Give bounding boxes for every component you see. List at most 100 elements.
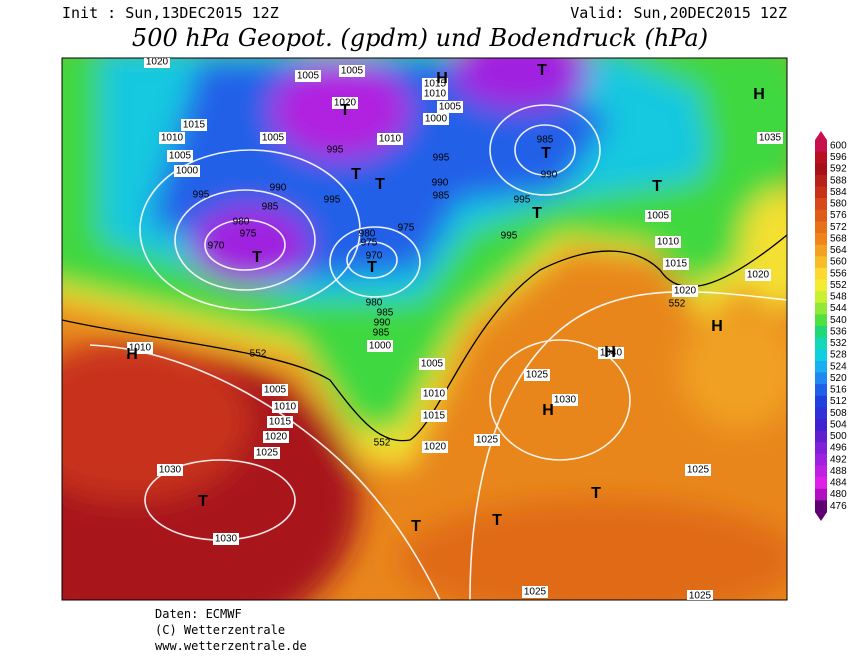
legend-label: 500: [830, 431, 847, 442]
isobar-label: 970: [208, 241, 225, 252]
legend-label: 536: [830, 326, 847, 337]
isobar-label: 1015: [269, 417, 292, 428]
label-box: [419, 358, 445, 370]
label-box: [421, 410, 447, 422]
label-box: [174, 165, 200, 177]
isobar-label: 1015: [665, 259, 688, 270]
isobar-label: 1020: [265, 432, 288, 443]
pressure-center: T: [537, 62, 547, 79]
isobar-label: 1020: [146, 57, 169, 68]
label-box: [745, 269, 771, 281]
isobar-label: 552: [669, 299, 686, 310]
isobar-label: 1000: [176, 166, 199, 177]
isobar-label: 1005: [169, 151, 192, 162]
label-box: [757, 132, 783, 144]
isobar-label: 1010: [423, 389, 446, 400]
legend-label: 592: [830, 164, 847, 175]
legend-swatch: [815, 209, 827, 222]
isobar-label: 1025: [476, 435, 499, 446]
isobar-label: 1010: [274, 402, 297, 413]
label-box: [262, 384, 288, 396]
label-box: [598, 347, 624, 359]
legend-swatch: [815, 488, 827, 501]
legend-swatch: [815, 477, 827, 490]
legend-swatch: [815, 395, 827, 408]
isobar-label: 1030: [554, 395, 577, 406]
label-box: [422, 78, 448, 90]
legend-label: 552: [830, 280, 847, 291]
isobar-label: 1035: [759, 133, 782, 144]
legend-swatch: [815, 500, 827, 513]
legend-label: 544: [830, 303, 847, 314]
legend-swatch: [815, 151, 827, 164]
isobar-label: 1010: [424, 89, 447, 100]
label-box: [474, 434, 500, 446]
isobar-label: 1025: [689, 591, 712, 602]
legend-swatch: [815, 291, 827, 304]
legend-swatch: [815, 244, 827, 257]
isobar-label: 1015: [423, 411, 446, 422]
isobar-label: 985: [377, 308, 394, 319]
legend-label: 568: [830, 233, 847, 244]
legend-label: 532: [830, 338, 847, 349]
pressure-center: T: [351, 166, 361, 183]
isobar-label: 552: [250, 349, 267, 360]
legend-label: 600: [830, 140, 847, 151]
pressure-center: T: [367, 259, 377, 276]
legend-label: 556: [830, 268, 847, 279]
legend-label: 520: [830, 373, 847, 384]
isobar-label: 985: [433, 191, 450, 202]
init-time: Init : Sun,13DEC2015 12Z: [62, 4, 279, 22]
label-box: [167, 150, 193, 162]
label-box: [254, 447, 280, 459]
label-box: [332, 97, 358, 109]
isobar-label: 1020: [424, 442, 447, 453]
label-box: [272, 401, 298, 413]
map-frame: [61, 57, 788, 601]
legend-swatch: [815, 337, 827, 350]
legend-swatch: [815, 174, 827, 187]
legend-swatch: [815, 453, 827, 466]
isobar-label: 975: [361, 238, 378, 249]
label-box: [159, 132, 185, 144]
legend-swatch: [815, 430, 827, 443]
isobar-label: 1025: [687, 465, 710, 476]
color-legend: 6005965925885845805765725685645605565525…: [815, 131, 847, 521]
label-box: [181, 119, 207, 131]
legend-arrow-top: [815, 131, 827, 140]
label-box: [157, 464, 183, 476]
label-box: [522, 586, 548, 598]
legend-label: 572: [830, 222, 847, 233]
map-field: [62, 58, 787, 600]
legend-label: 512: [830, 396, 847, 407]
legend-label: 528: [830, 350, 847, 361]
isobar-label: 1010: [379, 134, 402, 145]
isobar-label: 1020: [674, 286, 697, 297]
label-box: [213, 533, 239, 545]
legend-label: 540: [830, 315, 847, 326]
label-box: [437, 101, 463, 113]
label-box: [655, 236, 681, 248]
legend-label: 480: [830, 489, 847, 500]
isobar-label: 1015: [424, 79, 447, 90]
label-box: [144, 58, 170, 68]
legend-label: 484: [830, 478, 847, 489]
isobar-label: 990: [432, 178, 449, 189]
label-box: [663, 258, 689, 270]
isobar-label: 1005: [421, 359, 444, 370]
website: www.wetterzentrale.de: [155, 639, 307, 653]
pressure-center: H: [126, 346, 138, 363]
pressure-center: H: [542, 402, 554, 419]
pressure-center: H: [436, 70, 448, 87]
label-box: [295, 70, 321, 82]
label-box: [421, 388, 447, 400]
legend-swatch: [815, 186, 827, 199]
isobar-label: 980: [359, 229, 376, 240]
legend-label: 580: [830, 199, 847, 210]
isobar-label: 980: [366, 298, 383, 309]
isobar-label: 1010: [129, 343, 152, 354]
legend-swatch: [815, 198, 827, 211]
pressure-center: T: [375, 176, 385, 193]
isobar-label: 985: [373, 328, 390, 339]
